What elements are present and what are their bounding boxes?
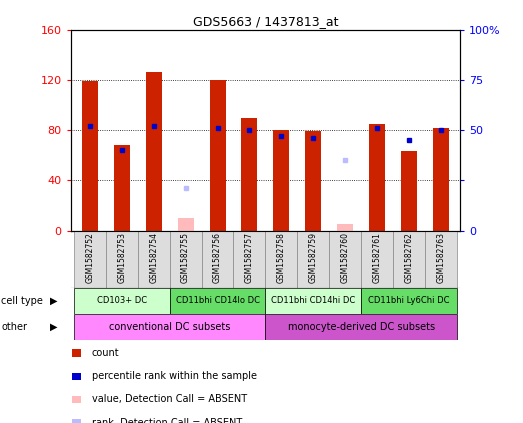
Bar bbox=[433, 128, 449, 231]
Text: rank, Detection Call = ABSENT: rank, Detection Call = ABSENT bbox=[92, 418, 242, 423]
Bar bbox=[72, 396, 81, 404]
Text: GSM1582762: GSM1582762 bbox=[405, 232, 414, 283]
Text: other: other bbox=[1, 322, 27, 332]
Text: ▶: ▶ bbox=[50, 322, 58, 332]
Bar bbox=[72, 419, 81, 423]
Bar bbox=[169, 288, 266, 314]
Bar bbox=[266, 231, 298, 288]
Title: GDS5663 / 1437813_at: GDS5663 / 1437813_at bbox=[192, 16, 338, 28]
Bar bbox=[337, 224, 353, 231]
Bar bbox=[266, 288, 361, 314]
Bar bbox=[201, 231, 233, 288]
Text: CD11bhi Ly6Chi DC: CD11bhi Ly6Chi DC bbox=[368, 296, 450, 305]
Bar bbox=[113, 145, 130, 231]
Bar bbox=[74, 231, 106, 288]
Text: GSM1582753: GSM1582753 bbox=[117, 232, 126, 283]
Bar bbox=[106, 231, 138, 288]
Bar bbox=[266, 314, 457, 340]
Text: GSM1582754: GSM1582754 bbox=[149, 232, 158, 283]
Text: GSM1582755: GSM1582755 bbox=[181, 232, 190, 283]
Bar bbox=[233, 231, 266, 288]
Bar bbox=[329, 231, 361, 288]
Bar bbox=[274, 130, 289, 231]
Bar bbox=[138, 231, 169, 288]
Bar bbox=[74, 314, 266, 340]
Text: value, Detection Call = ABSENT: value, Detection Call = ABSENT bbox=[92, 394, 247, 404]
Text: GSM1582756: GSM1582756 bbox=[213, 232, 222, 283]
Bar bbox=[298, 231, 329, 288]
Text: cell type: cell type bbox=[1, 296, 43, 306]
Bar bbox=[361, 231, 393, 288]
Bar bbox=[72, 349, 81, 357]
Bar bbox=[305, 131, 321, 231]
Text: percentile rank within the sample: percentile rank within the sample bbox=[92, 371, 256, 381]
Text: GSM1582757: GSM1582757 bbox=[245, 232, 254, 283]
Bar bbox=[361, 288, 457, 314]
Text: conventional DC subsets: conventional DC subsets bbox=[109, 322, 230, 332]
Text: count: count bbox=[92, 348, 119, 358]
Text: GSM1582763: GSM1582763 bbox=[437, 232, 446, 283]
Text: monocyte-derived DC subsets: monocyte-derived DC subsets bbox=[288, 322, 435, 332]
Text: CD11bhi CD14hi DC: CD11bhi CD14hi DC bbox=[271, 296, 356, 305]
Bar bbox=[401, 151, 417, 231]
Bar bbox=[82, 81, 98, 231]
Text: GSM1582752: GSM1582752 bbox=[85, 232, 94, 283]
Bar bbox=[72, 373, 81, 380]
Bar bbox=[178, 218, 194, 231]
Text: CD11bhi CD14lo DC: CD11bhi CD14lo DC bbox=[176, 296, 259, 305]
Bar bbox=[369, 124, 385, 231]
Text: CD103+ DC: CD103+ DC bbox=[97, 296, 147, 305]
Text: GSM1582758: GSM1582758 bbox=[277, 232, 286, 283]
Text: GSM1582760: GSM1582760 bbox=[341, 232, 350, 283]
Bar bbox=[210, 80, 225, 231]
Bar bbox=[242, 118, 257, 231]
Text: GSM1582759: GSM1582759 bbox=[309, 232, 318, 283]
Text: ▶: ▶ bbox=[50, 296, 58, 306]
Bar bbox=[393, 231, 425, 288]
Bar bbox=[146, 72, 162, 231]
Bar bbox=[169, 231, 201, 288]
Bar bbox=[425, 231, 457, 288]
Text: GSM1582761: GSM1582761 bbox=[373, 232, 382, 283]
Bar bbox=[74, 288, 169, 314]
